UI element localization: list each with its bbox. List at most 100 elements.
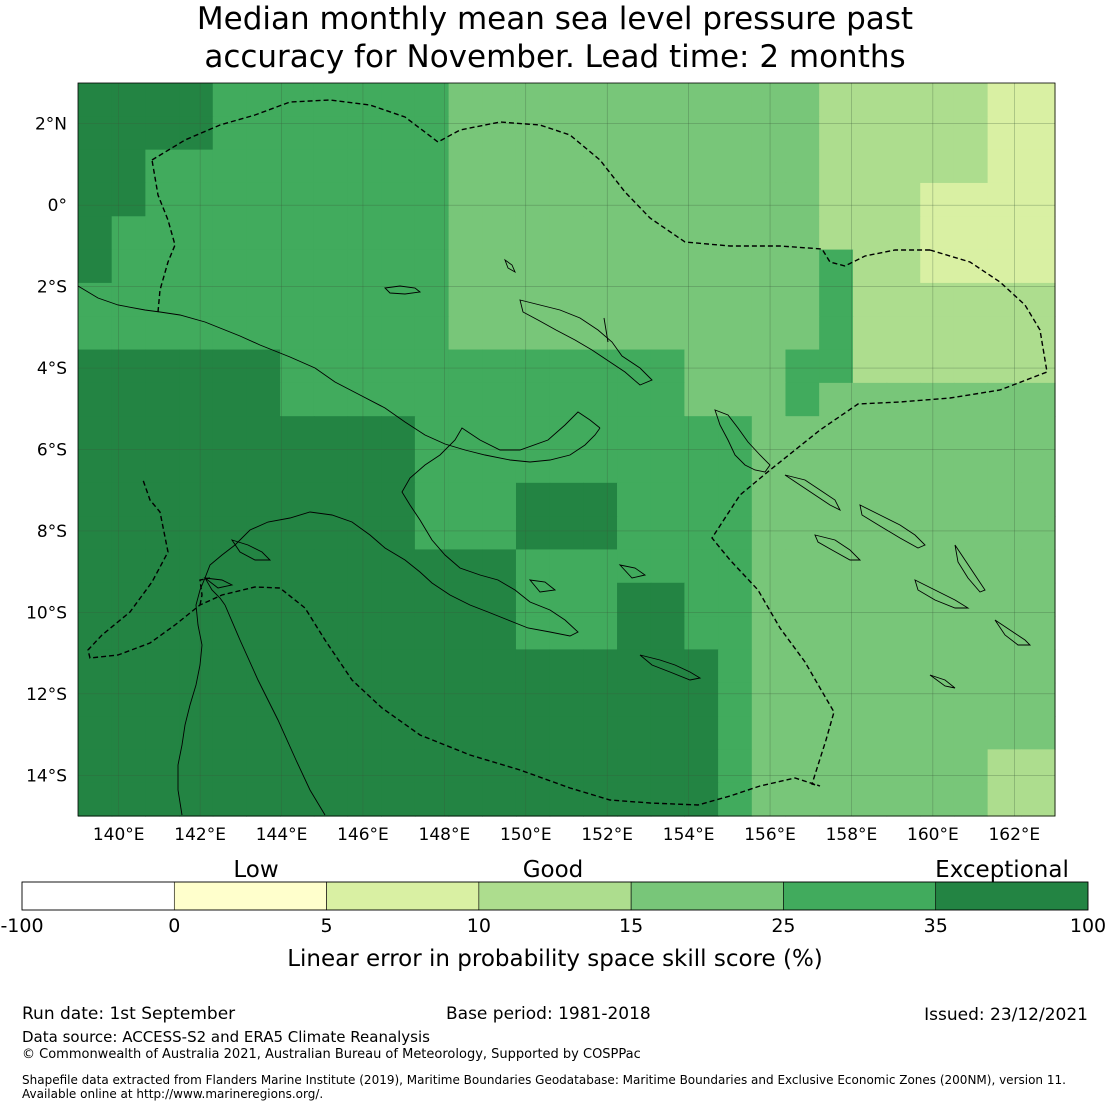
skill-cell (246, 116, 281, 151)
skill-cell (515, 182, 551, 217)
skill-cell (448, 549, 483, 584)
skill-cell (920, 416, 955, 451)
skill-cell (482, 149, 517, 184)
skill-cell (852, 316, 888, 351)
skill-cell (920, 549, 955, 584)
skill-cell (448, 482, 483, 517)
lat-tick-label: 2°N (35, 115, 67, 135)
skill-cell (280, 782, 315, 817)
skill-cell (1021, 516, 1056, 551)
skill-cell (718, 382, 753, 417)
skill-cell (381, 749, 416, 784)
skill-cell (212, 549, 248, 584)
skill-cell (751, 216, 787, 251)
skill-cell (583, 182, 618, 217)
skill-cell (212, 182, 248, 217)
skill-cell (684, 649, 719, 684)
colorbar-swatch (630, 881, 784, 911)
skill-cell (212, 749, 248, 784)
skill-cell (448, 682, 483, 717)
skill-cell (515, 649, 551, 684)
skill-cell (583, 83, 618, 117)
skill-cell (987, 249, 1022, 284)
skill-cell (785, 616, 820, 651)
skill-cell (650, 83, 686, 117)
skill-cell (987, 83, 1022, 117)
skill-cell (886, 649, 921, 684)
skill-cell (819, 282, 854, 317)
skill-cell (414, 416, 450, 451)
skill-cell (617, 616, 652, 651)
skill-cell (617, 349, 652, 384)
skill-cell (953, 416, 989, 451)
skill-cell (448, 749, 483, 784)
skill-cell (414, 782, 450, 817)
skill-cell (179, 182, 214, 217)
skill-cell (785, 649, 820, 684)
skill-cell (920, 716, 955, 750)
colorbar-swatch (478, 881, 632, 911)
skill-cell (852, 749, 888, 784)
skill-cell (280, 582, 315, 617)
skill-cell (852, 416, 888, 451)
skill-cell (414, 83, 450, 117)
skill-cell (920, 216, 955, 251)
skill-cell (583, 349, 618, 384)
skill-cell (920, 449, 955, 484)
skill-cell (650, 449, 686, 484)
skill-cell (684, 316, 719, 351)
skill-cell (718, 782, 753, 817)
skill-cell (718, 83, 753, 117)
skill-cell (583, 449, 618, 484)
skill-cell (145, 416, 180, 451)
skill-cell (785, 782, 820, 817)
skill-cell (583, 549, 618, 584)
skill-cell (111, 449, 146, 484)
skill-cell (785, 182, 820, 217)
skill-cell (111, 416, 146, 451)
skill-cell (617, 682, 652, 717)
skill-cell (145, 482, 180, 517)
skill-cell (852, 482, 888, 517)
colorbar-tick-label: -100 (0, 915, 43, 937)
skill-cell (313, 682, 349, 717)
skill-cell (852, 582, 888, 617)
skill-cell (650, 782, 686, 817)
skill-cell (78, 316, 113, 351)
skill-cell (953, 649, 989, 684)
skill-cell (313, 349, 349, 384)
skill-cell (953, 782, 989, 817)
skill-cell (482, 582, 517, 617)
skill-cell (448, 449, 483, 484)
skill-cell (145, 516, 180, 551)
skill-cell (549, 782, 584, 817)
skill-cell (212, 382, 248, 417)
skill-cell (886, 482, 921, 517)
skill-cell (953, 749, 989, 784)
australia-coast (177, 577, 206, 816)
skill-cell (718, 316, 753, 351)
skill-cell (246, 449, 281, 484)
skill-cell (549, 149, 584, 184)
skill-cell (920, 182, 955, 217)
skill-cell (280, 682, 315, 717)
skill-cell (920, 83, 955, 117)
lat-tick-label: 6°S (37, 441, 67, 461)
skill-cell (718, 516, 753, 551)
skill-cell (212, 249, 248, 284)
skill-cell (953, 216, 989, 251)
skill-cell (78, 149, 113, 184)
skill-cell (549, 516, 584, 551)
skill-cell (987, 716, 1022, 750)
skill-cell (953, 516, 989, 551)
skill-cell (212, 83, 248, 117)
skill-cell (78, 116, 113, 151)
skill-cell (1021, 349, 1056, 384)
skill-cell (785, 382, 820, 417)
lon-tick-label: 162°E (988, 825, 1040, 845)
skill-cell (751, 149, 787, 184)
skill-cell (920, 682, 955, 717)
skill-cell (549, 349, 584, 384)
skill-cell (987, 282, 1022, 317)
colorbar-tick-label: 15 (619, 915, 643, 937)
